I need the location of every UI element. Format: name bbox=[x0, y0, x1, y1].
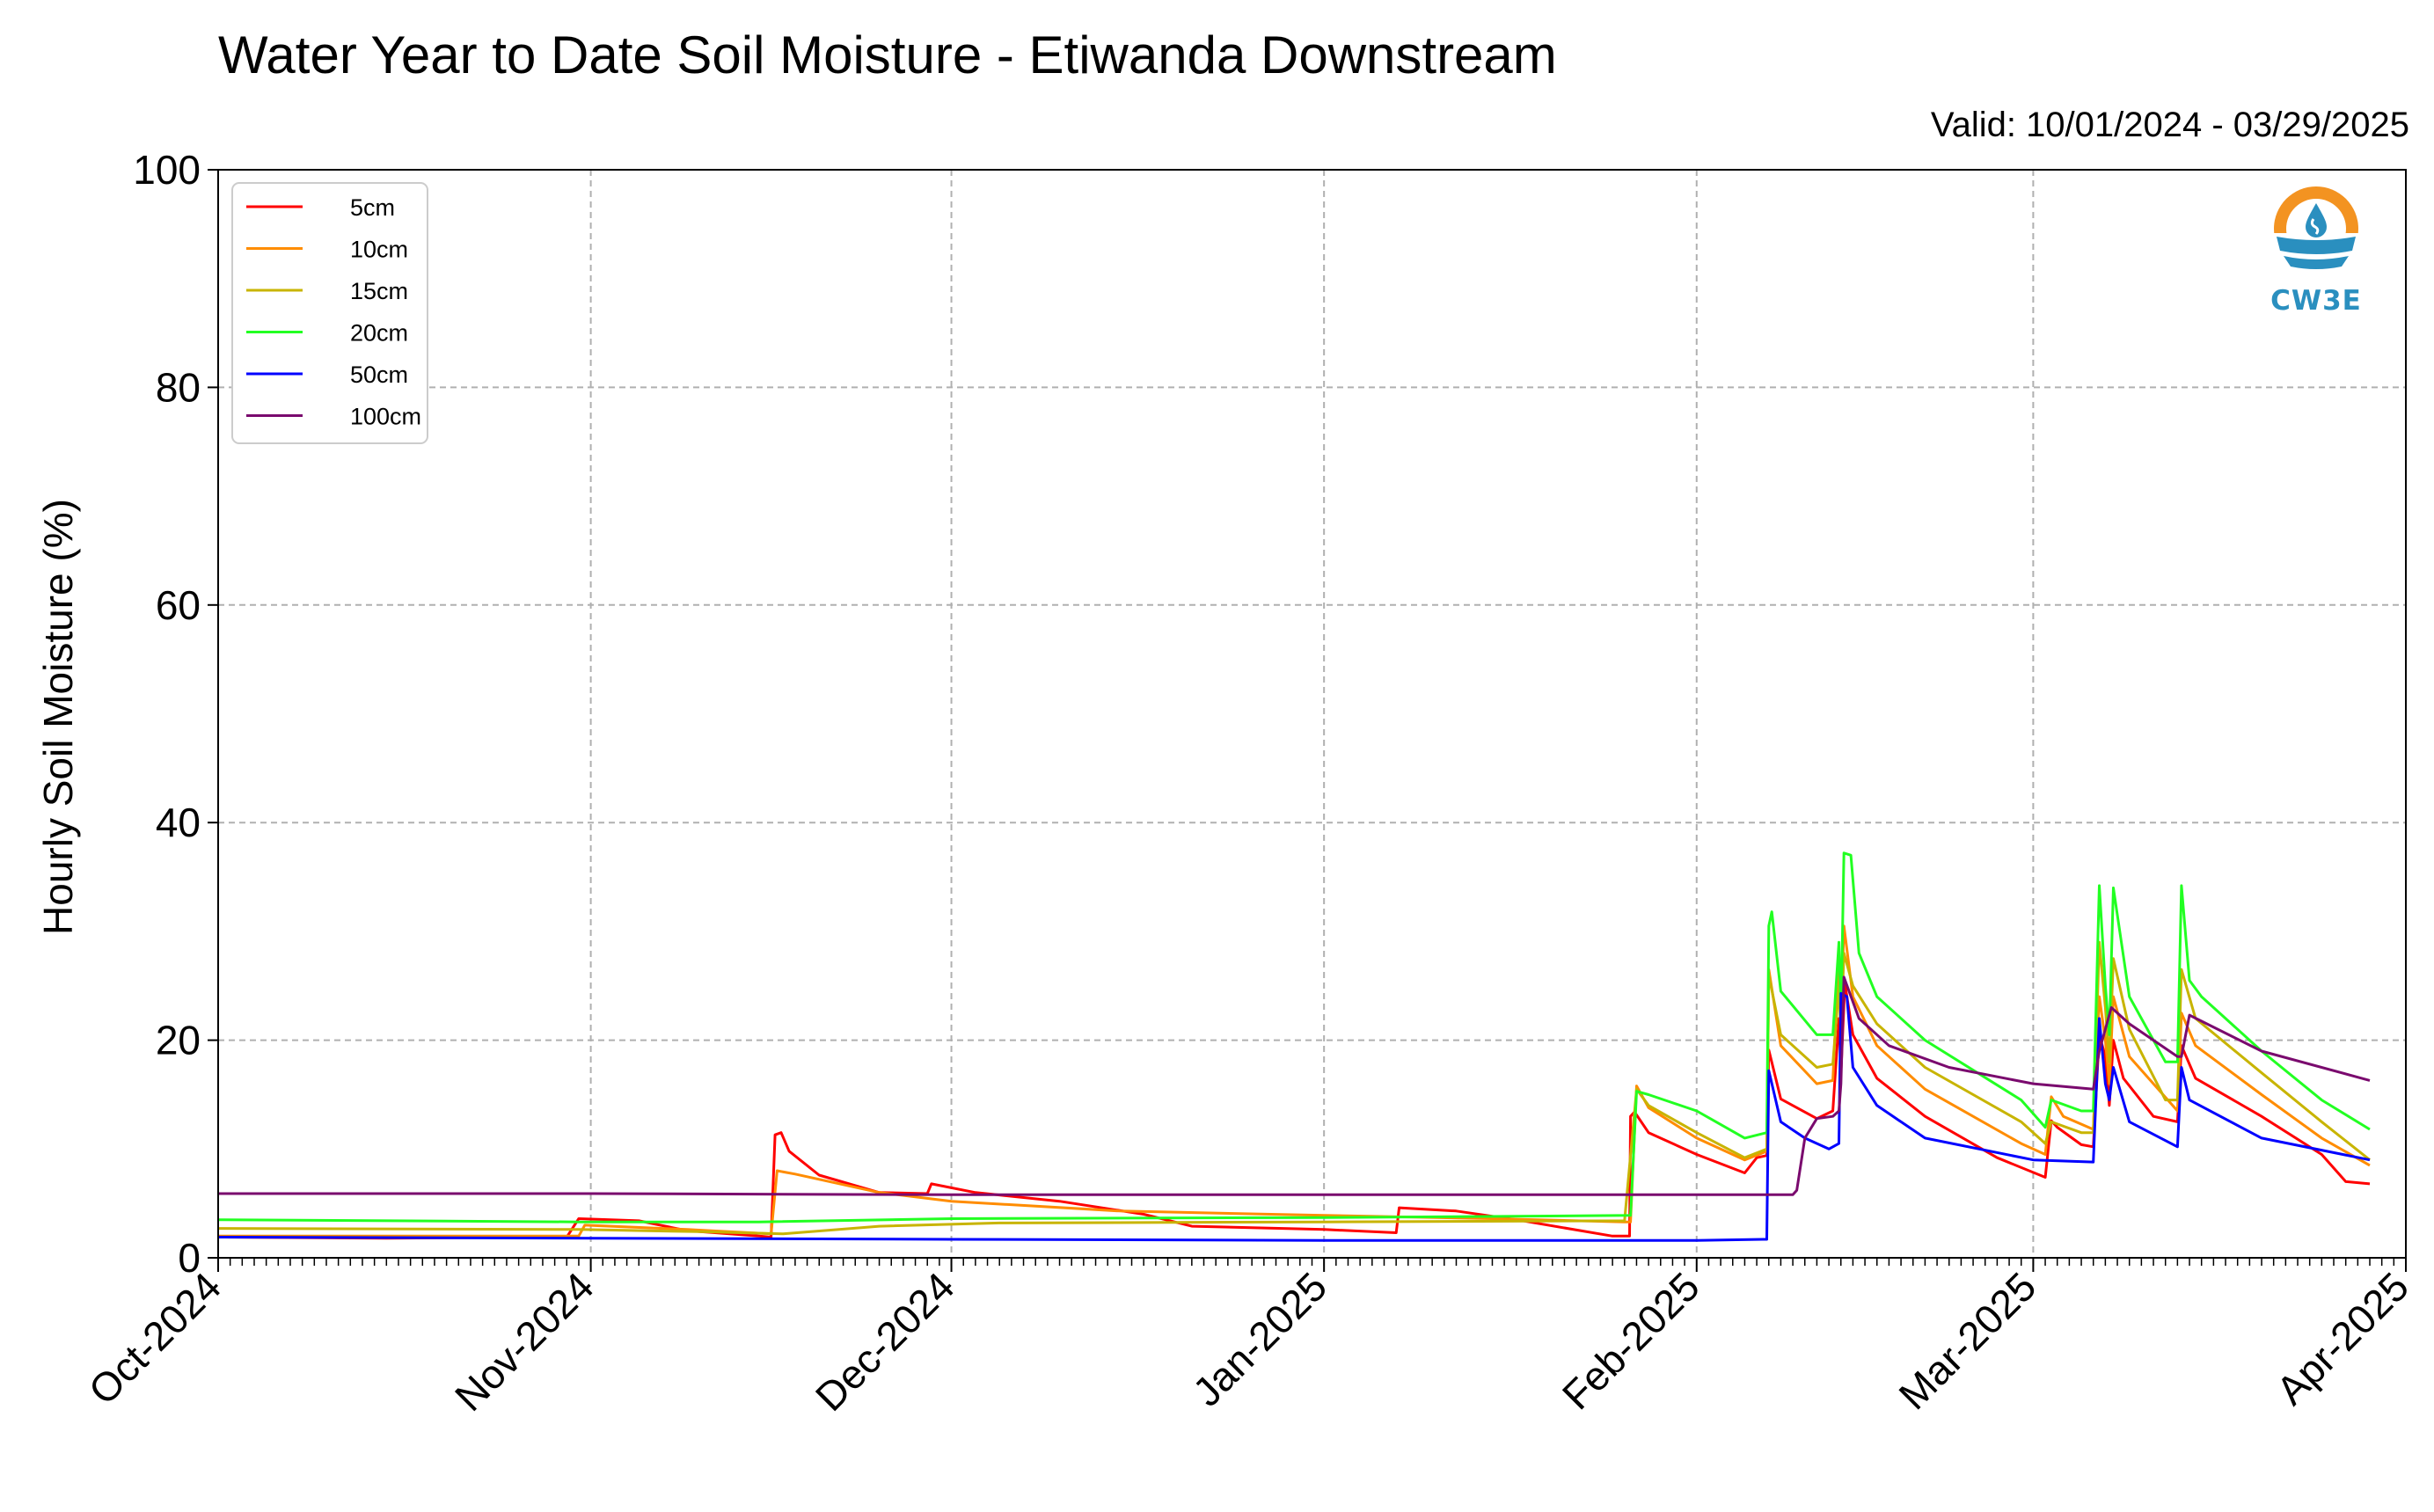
legend-label: 5cm bbox=[350, 194, 395, 221]
grid-lines bbox=[218, 170, 2406, 1258]
y-tick-label: 20 bbox=[156, 1018, 201, 1063]
x-tick-label: Apr-2025 bbox=[2267, 1263, 2417, 1413]
series-line-10cm bbox=[218, 924, 2371, 1238]
legend-label: 100cm bbox=[350, 404, 421, 430]
logo-text: CW3E bbox=[2270, 285, 2362, 317]
y-tick-label: 100 bbox=[133, 147, 201, 193]
legend-label: 15cm bbox=[350, 278, 408, 304]
series-line-100cm bbox=[218, 975, 2371, 1196]
cw3e-logo: CW3E bbox=[2263, 180, 2369, 317]
x-tick-labels: Oct-2024 Nov-2024 Dec-2024 Jan-2025 Feb-2025… bbox=[80, 1263, 2418, 1420]
y-tick-label: 40 bbox=[156, 800, 201, 845]
series-line-5cm bbox=[217, 982, 2371, 1240]
legend-label: 50cm bbox=[350, 362, 408, 388]
y-tick-label: 60 bbox=[156, 582, 201, 628]
y-tick-label: 0 bbox=[178, 1235, 201, 1281]
water-drop-logo-icon bbox=[2274, 186, 2358, 272]
x-tick-label: Jan-2025 bbox=[1184, 1263, 1335, 1414]
y-tick-label: 80 bbox=[156, 364, 201, 410]
plot-frame bbox=[217, 169, 2407, 1259]
x-tick-label: Oct-2024 bbox=[80, 1263, 230, 1413]
legend: 5cm 10cm 15cm 20cm 50cm 100cm bbox=[231, 182, 428, 444]
series-lines bbox=[217, 851, 2371, 1242]
x-tick-label: Mar-2025 bbox=[1889, 1263, 2044, 1418]
series-line-20cm bbox=[217, 851, 2371, 1223]
axis-ticks bbox=[208, 169, 2407, 1272]
x-tick-label: Dec-2024 bbox=[807, 1263, 963, 1420]
series-line-50cm bbox=[217, 991, 2371, 1242]
chart-title: Water Year to Date Soil Moisture - Etiwa… bbox=[218, 26, 1557, 84]
series-line-15cm bbox=[217, 940, 2371, 1236]
legend-label: 10cm bbox=[350, 237, 408, 263]
legend-label: 20cm bbox=[350, 320, 408, 347]
y-tick-labels: 0 20 40 60 80 100 bbox=[133, 147, 201, 1281]
valid-date-range: Valid: 10/01/2024 - 03/29/2025 bbox=[1930, 106, 2409, 144]
x-tick-label: Feb-2025 bbox=[1553, 1263, 1708, 1418]
x-tick-label: Nov-2024 bbox=[446, 1263, 603, 1420]
